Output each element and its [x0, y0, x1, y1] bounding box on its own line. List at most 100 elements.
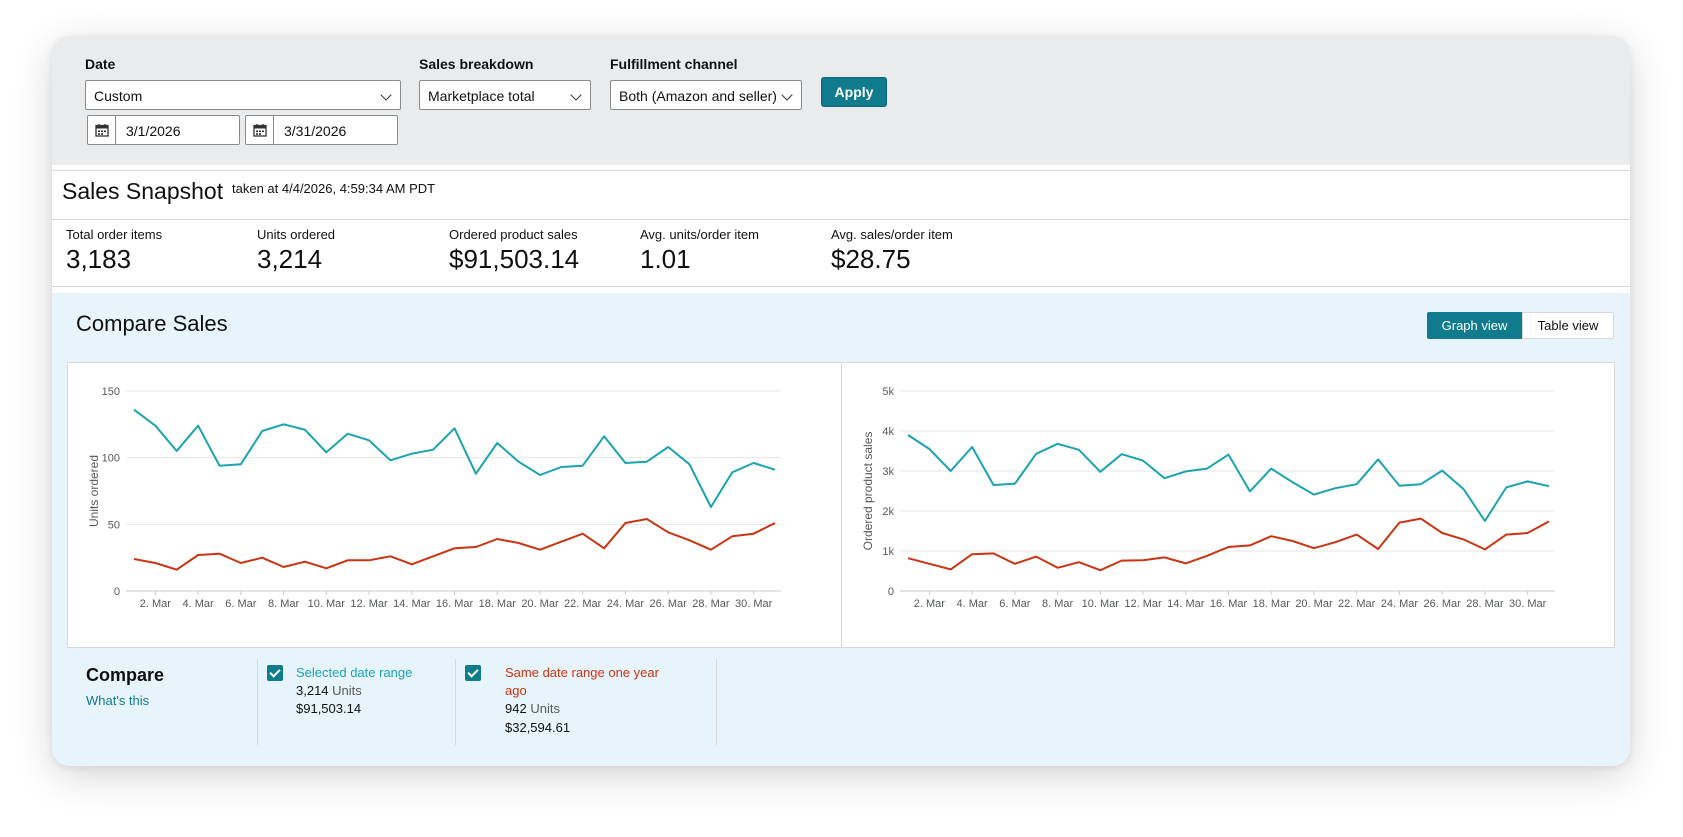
chevron-down-icon	[570, 89, 582, 101]
selected-units-label: Units	[332, 683, 362, 698]
x-tick-label: 4. Mar	[183, 598, 215, 610]
x-tick-label: 8. Mar	[1042, 598, 1074, 610]
prior-year-label: Same date range one year ago	[505, 664, 659, 700]
x-tick-label: 18. Mar	[479, 598, 517, 610]
x-tick-label: 6. Mar	[225, 598, 257, 610]
graph-view-button[interactable]: Graph view	[1427, 312, 1522, 339]
x-tick-label: 6. Mar	[999, 598, 1031, 610]
apply-button[interactable]: Apply	[821, 77, 887, 107]
chart-divider	[841, 363, 842, 647]
x-tick-label: 10. Mar	[308, 598, 346, 610]
date-filter-label: Date	[85, 56, 116, 72]
ordered-product-sales-chart: 0 1k 2k 3k 4k 5k 2. Mar 4. Mar 6. Mar 8. Mar 10. M…	[842, 363, 1615, 647]
metric-label-avg-sales-order-item: Avg. sales/order item	[831, 227, 953, 242]
end-date-input[interactable]: 3/31/2026	[245, 115, 398, 145]
metric-label-total-order-items: Total order items	[66, 227, 163, 242]
y-tick-label: 3k	[882, 466, 894, 478]
sales-snapshot-title: Sales Snapshot	[62, 178, 224, 204]
x-tick-label: 22. Mar	[1338, 598, 1376, 610]
prior-year-units: 942 Units	[505, 701, 560, 716]
date-range-select[interactable]: Custom	[85, 80, 401, 110]
prior-year-sales-value: $32,594.61	[505, 720, 571, 735]
start-date-value: 3/1/2026	[126, 123, 181, 139]
selected-units: 3,214 Units	[296, 683, 362, 698]
y-tick-label: 0	[888, 586, 894, 598]
metric-label-ordered-product-sales: Ordered product sales	[449, 227, 578, 242]
x-tick-label: 4. Mar	[957, 598, 989, 610]
filter-bar: Date Custom 3/1/2026 3/31/2026 Sales bre…	[52, 36, 1630, 165]
y-tick-label: 50	[108, 519, 120, 531]
y-tick-label: 2k	[882, 506, 894, 518]
fulfillment-channel-select-value: Both (Amazon and seller)	[619, 88, 777, 104]
y-tick-label: 100	[102, 453, 120, 465]
divider	[52, 219, 1630, 220]
whats-this-link[interactable]: What's this	[86, 693, 150, 708]
metric-label-avg-units-order-item: Avg. units/order item	[640, 227, 759, 242]
selected-units-value: 3,214	[296, 683, 329, 698]
divider	[52, 170, 1630, 171]
calendar-icon[interactable]	[88, 116, 116, 144]
x-tick-label: 16. Mar	[436, 598, 474, 610]
x-tick-label: 28. Mar	[1466, 598, 1504, 610]
x-tick-label: 2. Mar	[140, 598, 172, 610]
fulfillment-channel-select[interactable]: Both (Amazon and seller)	[610, 80, 802, 110]
x-tick-label: 24. Mar	[607, 598, 645, 610]
divider	[52, 286, 1630, 287]
x-tick-label: 2. Mar	[914, 598, 946, 610]
compare-sales-title: Compare Sales	[76, 311, 228, 336]
x-tick-label: 14. Mar	[1167, 598, 1205, 610]
ordered-product-sales-chart-svg: 0 1k 2k 3k 4k 5k 2. Mar 4. Mar 6. Mar 8. Mar 10. M…	[861, 386, 1555, 610]
x-tick-label: 30. Mar	[735, 598, 773, 610]
y-tick-label: 1k	[882, 546, 894, 558]
selected-date-range-checkbox[interactable]	[267, 665, 283, 681]
sales-breakdown-select-value: Marketplace total	[428, 88, 535, 104]
selected-date-range-label: Selected date range	[296, 665, 413, 680]
x-tick-label: 22. Mar	[564, 598, 602, 610]
prior-year-units-value: 942	[505, 701, 527, 716]
x-tick-label: 8. Mar	[268, 598, 300, 610]
y-tick-label: 4k	[882, 426, 894, 438]
date-range-select-value: Custom	[94, 88, 143, 104]
x-tick-label: 26. Mar	[1424, 598, 1462, 610]
metric-value-units-ordered: 3,214	[257, 244, 323, 274]
end-date-value: 3/31/2026	[284, 123, 347, 139]
selected-sales-value: $91,503.14	[296, 701, 362, 716]
y-axis-label: Ordered product sales	[861, 432, 875, 551]
metric-label-units-ordered: Units ordered	[257, 227, 336, 242]
series-line-prior-year	[133, 518, 776, 571]
sales-dashboard-card: Date Custom 3/1/2026 3/31/2026 Sales bre…	[52, 36, 1630, 766]
fulfillment-channel-label: Fulfillment channel	[610, 56, 738, 72]
compare-label: Compare	[86, 665, 165, 685]
y-axis-label: Units ordered	[87, 455, 101, 527]
x-tick-label: 18. Mar	[1253, 598, 1291, 610]
series-line-selected-range	[907, 434, 1550, 522]
prior-year-checkbox[interactable]	[465, 665, 481, 681]
x-tick-label: 28. Mar	[692, 598, 730, 610]
y-tick-label: 150	[102, 386, 120, 398]
y-tick-label: 0	[114, 586, 120, 598]
metric-value-total-order-items: 3,183	[66, 244, 132, 274]
prior-year-units-label: Units	[530, 701, 560, 716]
compare-sales-panel: Compare Sales Graph view Table view 0 50 1…	[52, 293, 1630, 766]
metric-value-ordered-product-sales: $91,503.14	[449, 244, 580, 274]
sales-breakdown-select[interactable]: Marketplace total	[419, 80, 591, 110]
snapshot-timestamp: taken at 4/4/2026, 4:59:34 AM PDT	[232, 181, 436, 196]
sales-breakdown-label: Sales breakdown	[419, 56, 534, 72]
legend-divider	[257, 659, 258, 745]
start-date-input[interactable]: 3/1/2026	[87, 115, 240, 145]
x-tick-label: 24. Mar	[1381, 598, 1419, 610]
charts-container: 0 50 100 150 2. Mar 4. Mar 6. Mar 8. Mar 10. Mar…	[67, 362, 1615, 648]
x-tick-label: 20. Mar	[1295, 598, 1333, 610]
x-tick-label: 12. Mar	[1124, 598, 1162, 610]
legend-divider	[716, 659, 717, 745]
table-view-button[interactable]: Table view	[1522, 312, 1614, 339]
chevron-down-icon	[781, 89, 793, 101]
x-tick-label: 30. Mar	[1509, 598, 1547, 610]
series-line-prior-year	[907, 517, 1550, 572]
prior-year-label-line1: Same date range one year	[505, 665, 659, 680]
y-tick-label: 5k	[882, 386, 894, 398]
calendar-icon[interactable]	[246, 116, 274, 144]
units-ordered-chart: 0 50 100 150 2. Mar 4. Mar 6. Mar 8. Mar 10. Mar…	[68, 363, 841, 647]
prior-year-label-line2: ago	[505, 683, 527, 698]
series-line-selected-range	[133, 408, 776, 508]
